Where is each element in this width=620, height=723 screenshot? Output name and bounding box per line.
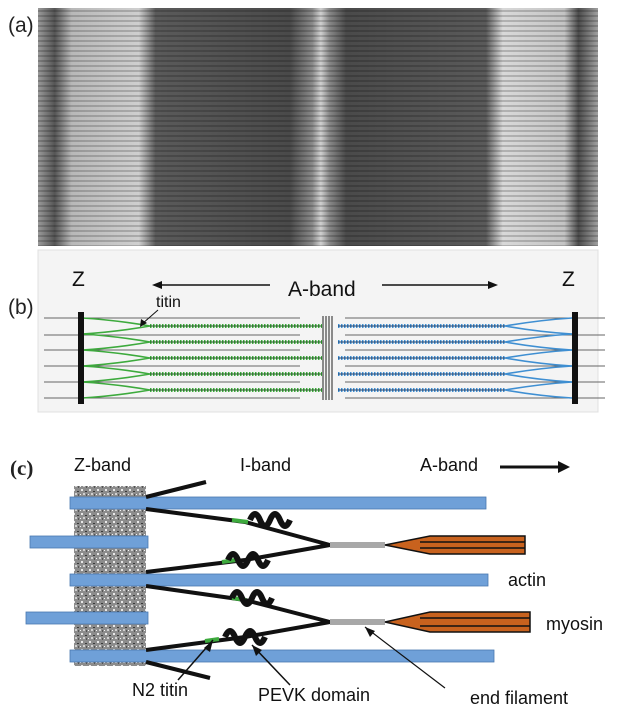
myosin-filament [384, 535, 526, 555]
titin-blue [504, 381, 573, 399]
titin-green [81, 365, 151, 383]
titin-green [81, 349, 151, 367]
titin-blue [504, 317, 573, 335]
actin-filament [69, 496, 487, 510]
z-disc-left [78, 312, 84, 404]
z-band-label: Z-band [74, 455, 132, 475]
a-band-label-b: A-band [288, 278, 356, 301]
titin-label: titin [156, 294, 181, 311]
a-band-label-c: A-band [420, 455, 479, 475]
myosin-label: myosin [546, 614, 604, 634]
titin-pointer-head [140, 319, 147, 327]
arrowhead-right [488, 281, 498, 289]
actin-filament [69, 573, 489, 587]
actin-filament [25, 611, 149, 625]
myosin-filament [384, 611, 531, 633]
titin-green [81, 381, 151, 399]
z-disc-right [572, 312, 578, 404]
titin-blue [504, 365, 573, 383]
n2-titin-label: N2 titin [132, 680, 189, 700]
panel-b-label: (b) [8, 296, 34, 319]
panel-a-label: (a) [8, 14, 34, 37]
z-label-left: Z [72, 268, 85, 291]
actin-filament [29, 535, 149, 549]
end-filament-label: end filament [470, 688, 569, 708]
actin-label: actin [508, 570, 547, 590]
arrowhead-left [152, 281, 162, 289]
titin-green [81, 333, 151, 351]
actin-filament [69, 649, 495, 663]
titin-schematic [44, 281, 605, 404]
pevk-label: PEVK domain [258, 685, 371, 705]
titin-blue [504, 333, 573, 351]
sarcomere-diagram [25, 461, 570, 689]
z-label-right: Z [562, 268, 575, 291]
i-band-label: I-band [240, 455, 292, 475]
panel-c-label: (c) [10, 456, 34, 480]
titin-blue [504, 349, 573, 367]
